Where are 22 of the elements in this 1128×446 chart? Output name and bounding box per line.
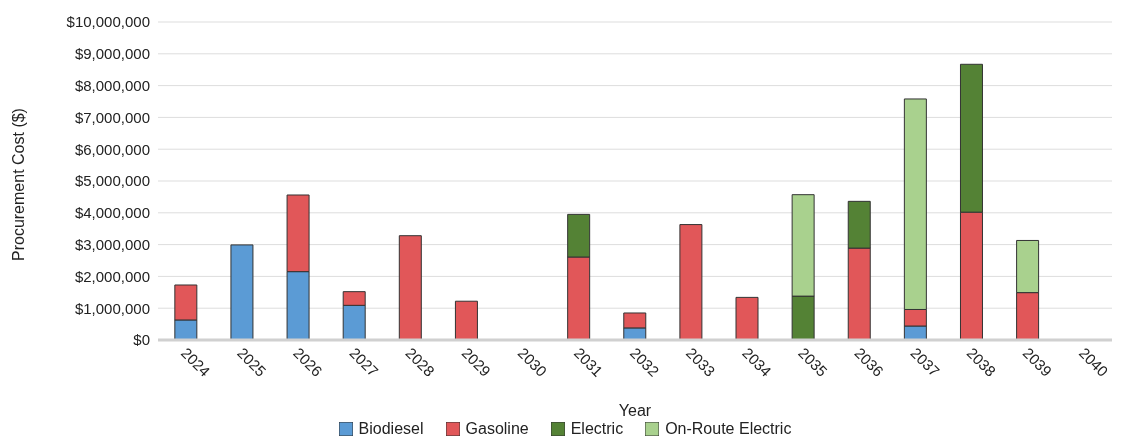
y-tick-label: $4,000,000 xyxy=(74,204,150,222)
legend-label: Electric xyxy=(570,420,624,438)
bar xyxy=(398,235,422,340)
legend-label: On-Route Electric xyxy=(665,420,792,438)
legend-label: Gasoline xyxy=(465,420,529,438)
bar xyxy=(735,296,759,340)
bar xyxy=(679,224,703,340)
y-tick-label: $6,000,000 xyxy=(74,140,150,158)
x-axis-title: Year xyxy=(618,402,652,419)
legend-label: Biodiesel xyxy=(358,420,424,438)
y-tick-label: $0 xyxy=(133,331,150,349)
bar xyxy=(454,300,478,340)
y-tick-label: $1,000,000 xyxy=(74,299,150,317)
y-tick-label: $8,000,000 xyxy=(74,76,150,94)
y-tick-label: $5,000,000 xyxy=(74,172,150,190)
y-tick-label: $10,000,000 xyxy=(66,13,150,31)
bar xyxy=(230,244,254,340)
y-tick-label: $3,000,000 xyxy=(74,235,150,253)
y-tick-label: $2,000,000 xyxy=(74,267,150,285)
y-tick-label: $9,000,000 xyxy=(74,45,150,63)
y-axis-title: Procurement Cost ($) xyxy=(9,108,27,261)
y-tick-label: $7,000,000 xyxy=(74,108,150,126)
